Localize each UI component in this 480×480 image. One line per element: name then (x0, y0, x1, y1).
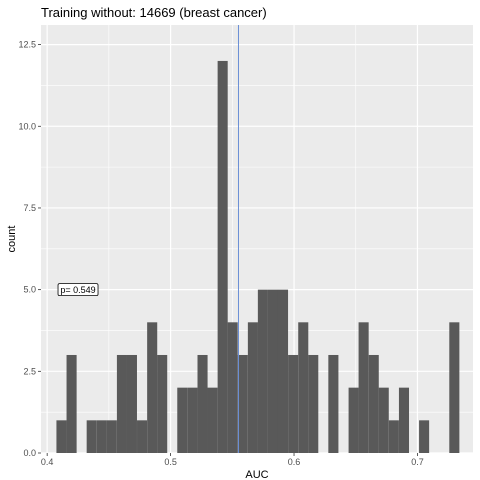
histogram-bar (147, 322, 158, 453)
chart-title: Training without: 14669 (breast cancer) (41, 5, 267, 20)
histogram-bar (288, 354, 299, 453)
y-tick-label: 12.5 (18, 40, 36, 50)
histogram-bar (227, 322, 238, 453)
histogram-bar (378, 387, 389, 453)
histogram-bar (116, 354, 127, 453)
histogram-bar (267, 289, 279, 453)
y-tick-label: 2.5 (23, 366, 36, 376)
histogram-bar (398, 387, 410, 453)
histogram-bar (328, 354, 339, 453)
histogram-bar (368, 354, 379, 453)
p-value-label: p= 0.549 (60, 285, 95, 295)
histogram-bar (207, 387, 218, 453)
histogram-bar (237, 354, 248, 453)
axes: 0.4 0.5 0.6 0.7 0.0 2.5 5.0 7.5 10.0 12.5 (18, 40, 423, 467)
histogram-bar (137, 420, 148, 453)
histogram-bar (308, 354, 319, 453)
x-tick-label: 0.6 (288, 457, 301, 467)
histogram-bar (419, 420, 430, 453)
histogram-bar (126, 354, 137, 453)
histogram-bar (277, 289, 289, 453)
histogram-bar (56, 420, 67, 453)
histogram-bar (86, 420, 97, 453)
histogram-bar (187, 387, 198, 453)
x-axis-title: AUC (245, 469, 268, 480)
histogram-bar (388, 420, 399, 453)
histogram-bar (66, 354, 77, 453)
histogram-bar (177, 387, 188, 453)
histogram-bar (348, 387, 359, 453)
histogram-bar (217, 60, 228, 453)
p-value-label-box (57, 283, 99, 297)
histogram-bar (449, 322, 460, 453)
y-tick-label: 5.0 (23, 285, 36, 295)
histogram-bar (106, 420, 117, 453)
y-tick-label: 7.5 (23, 203, 36, 213)
y-tick-label: 10.0 (18, 121, 36, 131)
y-axis-title: count (6, 226, 18, 253)
histogram-bar (247, 322, 258, 453)
annotation-layer: p= 0.549 (57, 283, 99, 297)
x-tick-label: 0.5 (164, 457, 177, 467)
histogram-bar (298, 322, 309, 453)
histogram-bars (56, 60, 460, 453)
x-tick-label: 0.7 (411, 457, 424, 467)
y-tick-label: 0.0 (23, 448, 36, 458)
x-tick-label: 0.4 (41, 457, 54, 467)
histogram-bar (157, 354, 168, 453)
histogram-bar (96, 420, 107, 453)
histogram-bar (257, 289, 268, 453)
histogram-bar (197, 354, 208, 453)
histogram-bar (358, 322, 369, 453)
